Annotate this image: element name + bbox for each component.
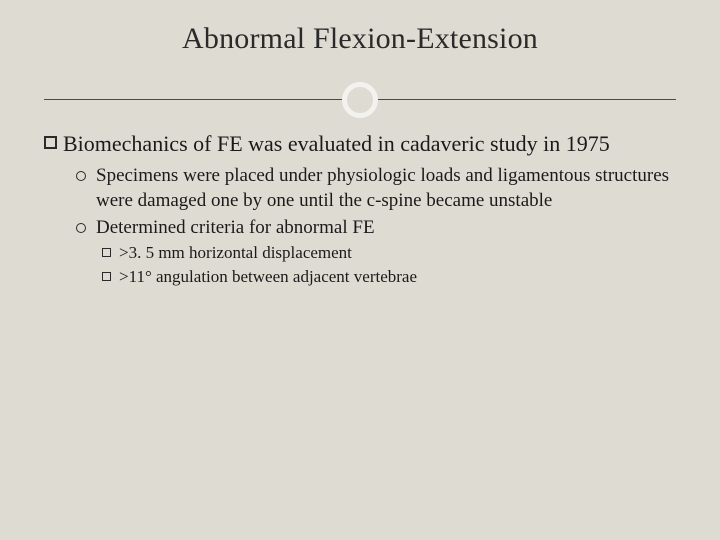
list-item-text: >11° angulation between adjacent vertebr… <box>119 266 417 288</box>
title-divider <box>0 80 720 120</box>
list-item: Biomechanics of FE was evaluated in cada… <box>44 130 676 158</box>
slide-title: Abnormal Flexion-Extension <box>0 22 720 56</box>
content-area: Biomechanics of FE was evaluated in cada… <box>0 120 720 288</box>
list-item: Determined criteria for abnormal FE <box>76 216 676 241</box>
list-item-text: Specimens were placed under physiologic … <box>96 164 676 213</box>
sub-sublist: >3. 5 mm horizontal displacement >11° an… <box>76 242 676 288</box>
list-item-text: Determined criteria for abnormal FE <box>96 216 375 241</box>
divider-circle-icon <box>342 82 378 118</box>
list-item: >11° angulation between adjacent vertebr… <box>102 266 676 288</box>
list-item-text: >3. 5 mm horizontal displacement <box>119 242 352 264</box>
sublist: Specimens were placed under physiologic … <box>44 164 676 288</box>
circle-bullet-icon <box>76 223 86 233</box>
list-item: Specimens were placed under physiologic … <box>76 164 676 213</box>
square-bullet-icon <box>102 272 111 281</box>
list-item: >3. 5 mm horizontal displacement <box>102 242 676 264</box>
list-item-text: Biomechanics of FE was evaluated in cada… <box>63 130 610 158</box>
slide: Abnormal Flexion-Extension Biomechanics … <box>0 0 720 540</box>
circle-bullet-icon <box>76 171 86 181</box>
square-bullet-icon <box>44 136 57 149</box>
title-area: Abnormal Flexion-Extension <box>0 0 720 120</box>
square-bullet-icon <box>102 248 111 257</box>
